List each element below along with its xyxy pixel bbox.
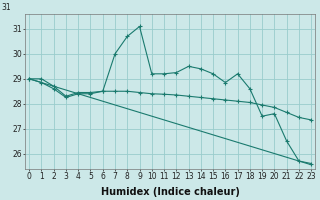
Text: 31: 31 [1, 3, 11, 12]
X-axis label: Humidex (Indice chaleur): Humidex (Indice chaleur) [101, 187, 240, 197]
